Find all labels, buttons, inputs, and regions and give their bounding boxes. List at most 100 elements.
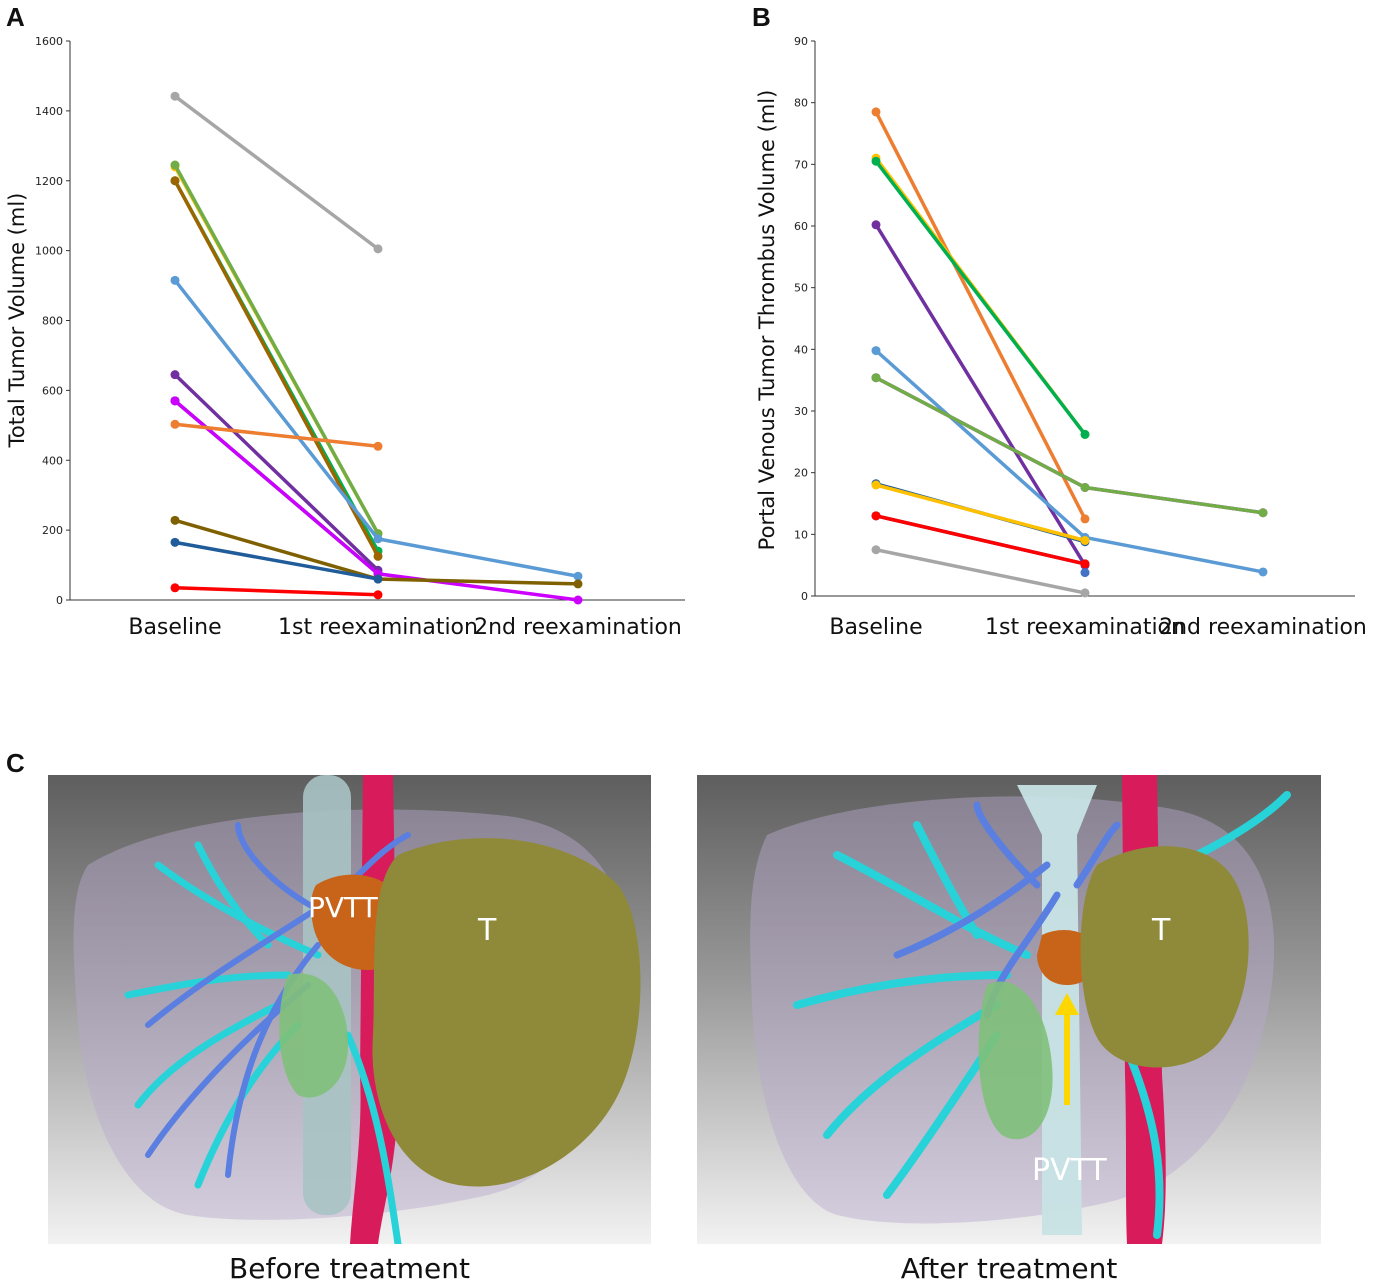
after-treatment-image: T PVTT bbox=[697, 775, 1321, 1244]
data-point bbox=[871, 346, 881, 356]
series-line bbox=[170, 275, 583, 581]
series-line bbox=[871, 346, 1268, 577]
y-tick-label: 600 bbox=[42, 384, 63, 397]
y-tick-label: 1000 bbox=[35, 245, 63, 258]
series-line bbox=[871, 373, 1268, 518]
y-tick-label: 50 bbox=[794, 282, 808, 295]
caption-before-treatment: Before treatment bbox=[229, 1252, 470, 1285]
data-point bbox=[373, 574, 383, 584]
data-point bbox=[1080, 514, 1090, 524]
gallbladder bbox=[279, 973, 348, 1098]
before-treatment-image: PVTT T bbox=[48, 775, 651, 1244]
series-segment bbox=[173, 540, 380, 581]
hepatic-vessels-cyan bbox=[793, 791, 1291, 1239]
series-segment bbox=[173, 278, 380, 541]
pvtt-label-after: PVTT bbox=[1032, 1153, 1107, 1188]
series-segment bbox=[173, 372, 380, 573]
total-tumor-volume-chart: 0 200 400 600 800 1000 1200 1400 1600 Baseline 1st… bbox=[5, 35, 685, 640]
series-line bbox=[871, 480, 1090, 545]
data-point bbox=[1258, 567, 1268, 577]
data-point bbox=[871, 156, 881, 166]
data-point bbox=[573, 579, 583, 589]
series-line bbox=[1080, 568, 1090, 578]
data-point bbox=[871, 373, 881, 383]
data-point bbox=[170, 91, 180, 101]
series-segment bbox=[1083, 535, 1265, 574]
series-segment bbox=[874, 483, 1087, 543]
series-segment bbox=[874, 375, 1087, 490]
data-point bbox=[871, 511, 881, 521]
data-point bbox=[170, 396, 180, 406]
y-tick-label: 30 bbox=[794, 405, 808, 418]
series-line bbox=[170, 419, 383, 451]
pvtt-label-before: PVTT bbox=[308, 891, 379, 924]
data-point bbox=[170, 583, 180, 593]
data-point bbox=[871, 545, 881, 555]
pvtt-volume-chart: 0 10 20 30 40 50 60 70 80 90 Baseline 1st reexamina… bbox=[755, 35, 1367, 640]
y-tick-label: 40 bbox=[794, 343, 808, 356]
series-segment bbox=[376, 537, 580, 578]
x-category-label: 2nd reexamination bbox=[474, 615, 682, 640]
y-tick-label: 400 bbox=[42, 454, 63, 467]
y-tick-label: 0 bbox=[56, 594, 63, 607]
y-tick-label: 70 bbox=[794, 158, 808, 171]
data-point bbox=[170, 370, 180, 380]
series-segment bbox=[874, 159, 1087, 437]
data-point bbox=[170, 515, 180, 525]
data-point bbox=[871, 107, 881, 117]
series-segment bbox=[874, 514, 1087, 566]
series-line bbox=[170, 515, 583, 589]
series-segment bbox=[376, 572, 580, 602]
arrow-head bbox=[1055, 993, 1079, 1015]
series-line bbox=[170, 370, 383, 575]
y-axis-title: Portal Venous Tumor Thrombus Volume (ml) bbox=[755, 90, 779, 551]
series-line bbox=[871, 156, 1090, 439]
data-point bbox=[373, 244, 383, 254]
series-segment bbox=[173, 94, 380, 251]
series-line bbox=[170, 583, 383, 600]
series-line bbox=[871, 545, 1090, 598]
data-point bbox=[1080, 568, 1090, 578]
tumor-label-before: T bbox=[477, 913, 497, 948]
series-segment bbox=[376, 577, 580, 586]
tumor-mass bbox=[372, 838, 641, 1187]
series-line bbox=[170, 537, 383, 584]
x-category-label: 1st reexamination bbox=[278, 615, 478, 640]
y-tick-label: 1200 bbox=[35, 175, 63, 188]
panel-label-c: C bbox=[6, 748, 25, 778]
data-point bbox=[170, 160, 180, 170]
series-line bbox=[871, 373, 1268, 518]
y-axis-title: Total Tumor Volume (ml) bbox=[5, 193, 29, 449]
y-tick-label: 10 bbox=[794, 528, 808, 541]
portal-veins-blue bbox=[145, 822, 411, 1178]
x-category-label: 2nd reexamination bbox=[1159, 615, 1367, 640]
y-tick-label: 60 bbox=[794, 220, 808, 233]
data-point bbox=[373, 590, 383, 600]
data-point bbox=[170, 176, 180, 186]
caption-after-treatment: After treatment bbox=[900, 1252, 1118, 1285]
data-point bbox=[373, 441, 383, 451]
panel-label-b: B bbox=[752, 2, 771, 32]
y-tick-label: 90 bbox=[794, 35, 808, 48]
data-point bbox=[1080, 536, 1090, 545]
x-category-label: Baseline bbox=[128, 615, 221, 640]
series-segment bbox=[874, 348, 1087, 540]
y-tick-label: 800 bbox=[42, 315, 63, 328]
gallbladder bbox=[978, 981, 1053, 1140]
series-segment bbox=[874, 548, 1087, 595]
y-tick-label: 0 bbox=[801, 590, 808, 603]
tumor-label-after: T bbox=[1151, 913, 1171, 948]
data-point bbox=[1080, 588, 1090, 598]
x-category-label: Baseline bbox=[829, 615, 922, 640]
series-segment bbox=[173, 163, 380, 536]
data-point bbox=[373, 534, 383, 544]
data-point bbox=[373, 551, 383, 561]
y-tick-label: 1400 bbox=[35, 105, 63, 118]
series-segment bbox=[173, 518, 380, 581]
data-point bbox=[1080, 559, 1090, 569]
data-point bbox=[871, 480, 881, 490]
data-point bbox=[573, 595, 583, 605]
series-segment bbox=[173, 586, 380, 597]
data-point bbox=[871, 220, 881, 230]
series-segment bbox=[874, 110, 1087, 521]
